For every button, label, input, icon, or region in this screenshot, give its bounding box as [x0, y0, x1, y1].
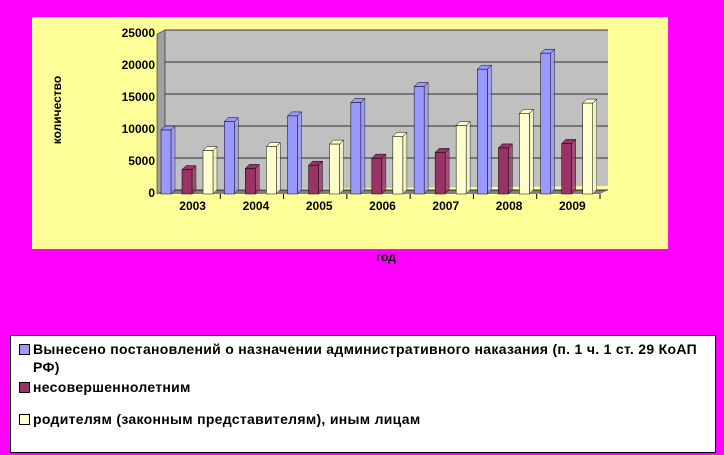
bar [540, 52, 551, 195]
x-tick-label: 2008 [496, 199, 523, 213]
bar-side [444, 147, 450, 195]
bar [202, 150, 214, 195]
bar-side [255, 163, 260, 195]
bar [287, 115, 298, 195]
x-axis-title: год [376, 250, 396, 264]
legend-label: Вынесено постановлений о назначении адми… [33, 341, 697, 375]
bar-side [360, 97, 366, 195]
x-tick-label: 2009 [559, 199, 586, 213]
bar-side [592, 98, 597, 195]
bar [160, 129, 172, 195]
y-tick-label: 5000 [128, 154, 155, 168]
bar-side [529, 108, 534, 195]
bar [181, 169, 193, 195]
bar-side [550, 48, 555, 195]
bar [392, 136, 404, 195]
y-tick-label: 25000 [122, 26, 156, 40]
legend-swatch [19, 382, 30, 393]
bar [224, 121, 235, 195]
bar [519, 113, 530, 195]
bar-side [423, 81, 429, 195]
y-tick-label: 15000 [122, 90, 156, 104]
x-tick-label: 2005 [306, 199, 333, 213]
bar-side [170, 125, 176, 195]
bar-side [191, 165, 197, 195]
legend-label: несовершеннолетним [33, 379, 191, 395]
y-tick-label: 20000 [122, 58, 156, 72]
y-tick-label: 0 [148, 186, 155, 200]
bar-side [339, 139, 344, 195]
legend-swatch [19, 414, 30, 425]
bar [350, 102, 362, 195]
legend: Вынесено постановлений о назначении адми… [10, 335, 716, 453]
y-tick-label: 10000 [122, 122, 156, 136]
bar [561, 143, 572, 195]
legend-swatch [19, 344, 30, 355]
legend-label: родителям (законным представителям), ины… [33, 411, 421, 427]
bar-side [487, 64, 492, 195]
bar [434, 152, 446, 195]
bar [477, 68, 488, 195]
bar-side [297, 111, 302, 195]
y-axis-title: количество [50, 76, 64, 144]
bar-side [465, 120, 471, 195]
legend-entry: родителям (законным представителям), ины… [19, 410, 707, 428]
bar [329, 143, 340, 195]
bar [413, 86, 425, 195]
x-tick-label: 2004 [243, 199, 270, 213]
bar-side [276, 142, 281, 195]
bar-side [571, 138, 576, 195]
bar-side [381, 153, 387, 195]
bar [245, 168, 256, 195]
x-tick-label: 2006 [369, 199, 396, 213]
bar-side [234, 117, 239, 195]
bar [266, 146, 277, 195]
bar-side [402, 131, 408, 195]
bar [371, 157, 383, 195]
bar [582, 102, 593, 195]
bar [455, 125, 467, 195]
x-tick-label: 2007 [432, 199, 459, 213]
bar [308, 164, 319, 195]
legend-entry: несовершеннолетним [19, 378, 707, 396]
bar-side [318, 160, 323, 195]
bar-side [212, 145, 218, 195]
x-tick-label: 2003 [179, 199, 206, 213]
bar [498, 147, 509, 195]
legend-entry: Вынесено постановлений о назначении адми… [19, 340, 707, 376]
bar-side [508, 143, 513, 195]
